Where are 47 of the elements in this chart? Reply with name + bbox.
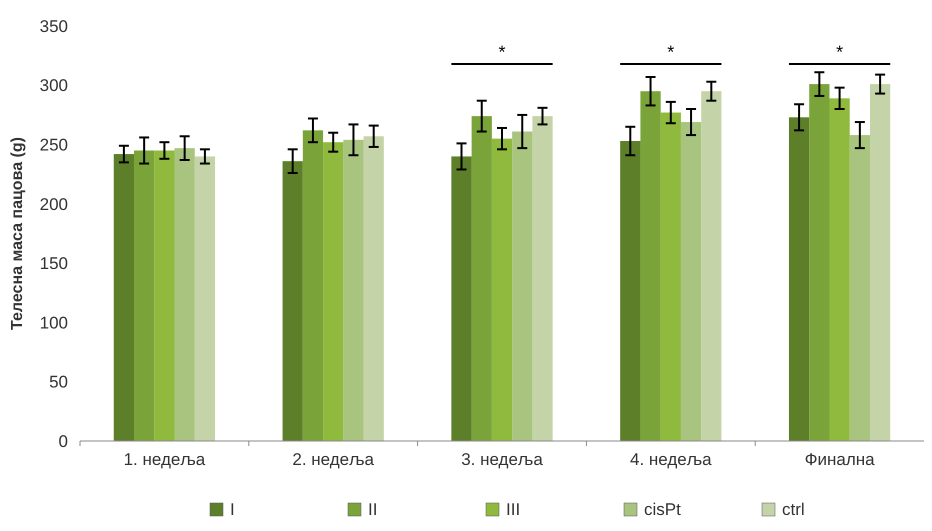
legend-label: ctrl [782,500,805,519]
y-tick-label: 150 [40,254,68,274]
bar [680,122,702,441]
bar [809,84,830,441]
y-axis-title: Телесна маса пацова (g) [9,137,26,330]
annotation: * [667,42,674,62]
bar [472,116,492,441]
bar [174,148,195,441]
bar [620,141,640,441]
bar [701,91,722,441]
y-tick-label: 0 [58,432,68,451]
bar [134,150,154,441]
bar [850,135,870,441]
y-tick-label: 350 [40,16,68,36]
bar [323,142,344,441]
bar [302,130,324,441]
annotation: * [498,42,506,62]
legend-label: II [368,500,378,519]
bar [640,91,661,441]
annotation: * [836,42,844,62]
x-tick-label: 3. недеља [461,450,544,469]
bar [364,136,384,441]
bar [154,150,175,441]
bar [282,161,303,441]
y-tick-label: 250 [40,136,68,155]
legend-label: III [506,500,520,519]
bar [829,98,850,441]
bar [788,117,810,441]
y-tick-label: 200 [40,194,68,214]
legend-label: cisPt [644,500,682,519]
y-tick-label: 50 [49,372,68,392]
x-tick-label: 1. недеља [124,450,206,469]
legend-label: I [230,500,235,519]
bar [492,138,512,441]
bar [343,140,364,441]
bar [870,84,890,441]
y-tick-label: 100 [40,313,68,332]
bar [194,156,216,441]
bar [660,112,681,441]
y-tick-label: 300 [40,76,68,96]
bar [512,132,532,441]
x-tick-label: 4. недеља [630,450,712,469]
x-tick-label: Финална [804,450,876,469]
x-tick-label: 2. недеља [292,450,375,469]
bar [114,154,134,441]
bar [451,156,472,441]
bar [532,116,553,441]
